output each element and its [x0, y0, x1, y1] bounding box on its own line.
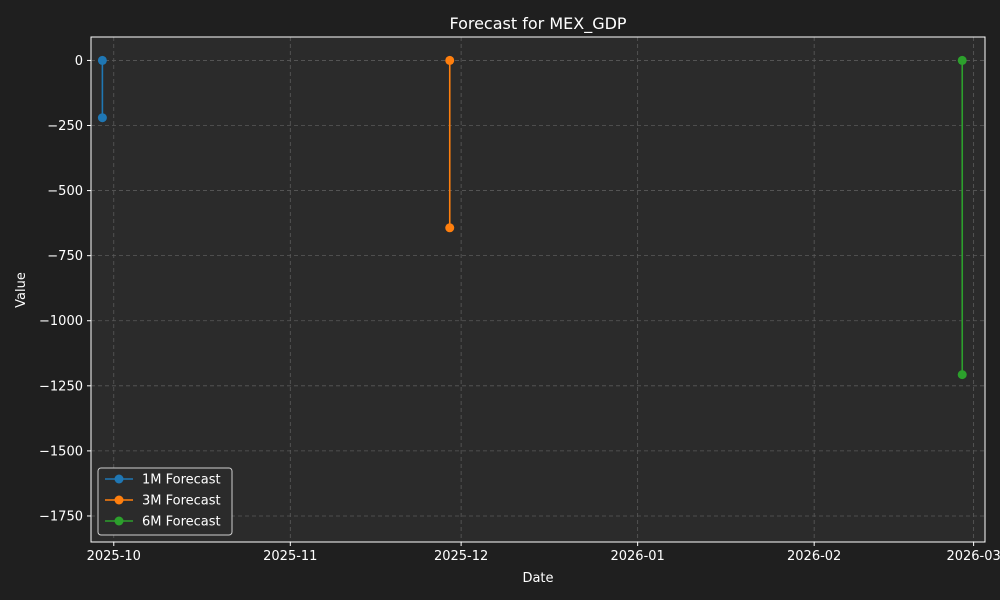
legend-label: 1M Forecast — [142, 473, 221, 488]
series-3 — [957, 55, 967, 380]
plot-frame — [90, 36, 986, 543]
series-2 — [445, 55, 455, 233]
legend-marker — [114, 474, 124, 484]
y-tick-label: −500 — [47, 184, 83, 199]
y-tick-label: −1500 — [39, 444, 83, 459]
y-axis-label: Value — [14, 272, 29, 308]
data-point — [957, 370, 967, 380]
data-point — [445, 223, 455, 233]
legend: 1M Forecast 3M Forecast 6M Forecast — [97, 467, 233, 536]
data-point — [957, 55, 967, 65]
series-1 — [97, 55, 107, 123]
y-tick-label: −1250 — [39, 379, 83, 394]
legend-item: 1M Forecast — [105, 473, 221, 488]
legend-label: 6M Forecast — [142, 515, 221, 530]
x-tick-label: 2025-12 — [434, 549, 488, 564]
chart-title: Forecast for MEX_GDP — [449, 14, 626, 34]
x-tick-label: 2026-02 — [787, 549, 841, 564]
x-tick-label: 2026-03 — [946, 549, 1000, 564]
y-tick-label: 0 — [75, 54, 83, 69]
y-tick-label: −1750 — [39, 509, 83, 524]
legend-label: 3M Forecast — [142, 494, 221, 509]
y-tick-label: −750 — [47, 249, 83, 264]
x-tick-label: 2025-11 — [263, 549, 317, 564]
x-axis-label: Date — [522, 571, 553, 586]
data-point — [97, 113, 107, 123]
legend-marker — [114, 516, 124, 526]
x-tick-label: 2025-10 — [87, 549, 141, 564]
data-point — [445, 55, 455, 65]
legend-item: 6M Forecast — [105, 515, 221, 530]
plot-area — [91, 37, 985, 542]
grid — [91, 37, 985, 542]
series-layer — [97, 55, 967, 380]
legend-box — [97, 467, 233, 536]
y-tick-label: −1000 — [39, 314, 83, 329]
legend-marker — [114, 495, 124, 505]
data-point — [97, 55, 107, 65]
y-tick-label: −250 — [47, 119, 83, 134]
x-tick-label: 2026-01 — [610, 549, 664, 564]
legend-item: 3M Forecast — [105, 494, 221, 509]
axes: 2025-10 2025-11 2025-12 2026-01 2026-02 2026-… — [39, 54, 1000, 564]
